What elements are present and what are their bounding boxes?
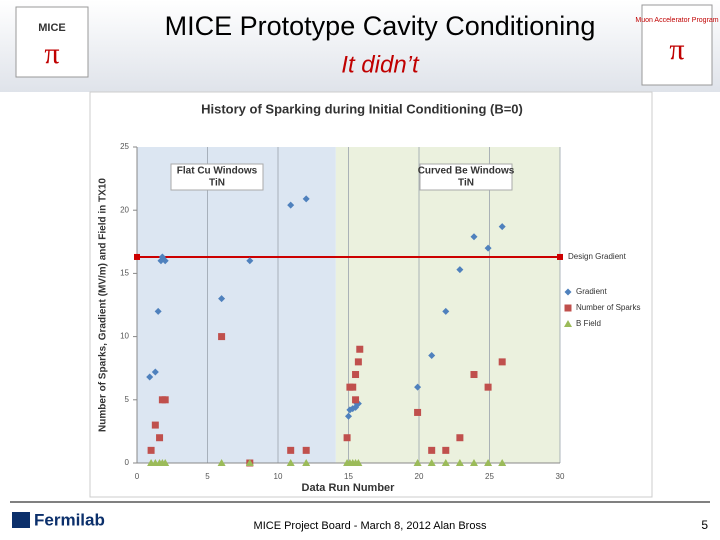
x-tick-label: 5 [205, 472, 210, 481]
point [161, 459, 170, 466]
x-tick-label: 30 [556, 472, 565, 481]
point [442, 307, 450, 315]
point [246, 257, 254, 265]
point [161, 257, 169, 265]
point [441, 459, 450, 466]
point [428, 446, 436, 454]
point [470, 233, 478, 241]
point [455, 459, 464, 466]
legend-marker [564, 320, 572, 327]
y-tick-label: 0 [125, 458, 130, 467]
point [354, 459, 363, 466]
x-tick-label: 15 [344, 472, 353, 481]
point [151, 368, 159, 376]
point [356, 345, 364, 353]
legend-label: Gradient [576, 287, 607, 296]
region [137, 147, 336, 463]
point [156, 434, 164, 442]
region-label: TiN [209, 178, 225, 189]
point [484, 459, 493, 466]
point [414, 383, 422, 391]
legend-marker [564, 304, 572, 312]
y-tick-label: 10 [120, 332, 129, 341]
region-label: Curved Be Windows [418, 166, 515, 177]
point [442, 446, 450, 454]
point [154, 307, 162, 315]
region-label: TiN [458, 178, 474, 189]
point [427, 459, 436, 466]
logo-left [15, 6, 89, 78]
legend-label: Number of Sparks [576, 303, 640, 312]
reference-end [134, 253, 140, 260]
point [428, 352, 436, 360]
region-label: Flat Cu Windows [177, 166, 258, 177]
point [354, 358, 362, 366]
point [287, 201, 295, 209]
point [151, 421, 159, 429]
y-tick-label: 15 [120, 269, 129, 278]
y-tick-label: 5 [125, 395, 130, 404]
region-label-box [419, 163, 513, 191]
point [352, 396, 360, 404]
point [343, 434, 351, 442]
x-tick-label: 20 [415, 472, 424, 481]
point [498, 223, 506, 231]
chart-title: History of Sparking during Initial Condi… [201, 101, 523, 116]
point [456, 266, 464, 274]
point [146, 373, 154, 381]
y-tick-label: 20 [120, 205, 129, 214]
point [352, 371, 360, 379]
point [147, 446, 155, 454]
point [218, 295, 226, 303]
logo-right [641, 4, 713, 86]
point [484, 383, 492, 391]
point [414, 408, 422, 416]
region [335, 147, 560, 463]
point [498, 459, 507, 466]
reference-end [557, 253, 563, 260]
point [218, 333, 226, 341]
point [287, 446, 295, 454]
point [484, 244, 492, 252]
footer-text: MICE Project Board - March 8, 2012 Alan … [254, 520, 487, 532]
y-axis-label: Number of Sparks, Gradient (MV/m) and Fi… [98, 178, 109, 432]
logo-right-text: Muon Accelerator Program [635, 17, 718, 24]
fermilab-icon [12, 512, 30, 528]
point [349, 383, 357, 391]
point [413, 459, 422, 466]
point [217, 459, 226, 466]
region-label-box [170, 163, 264, 191]
point [302, 459, 311, 466]
point [456, 434, 464, 442]
x-tick-label: 0 [135, 472, 140, 481]
slide-title: MICE Prototype Cavity Conditioning [165, 11, 596, 41]
point [245, 459, 254, 466]
point [302, 195, 310, 203]
logo-right-symbol: π [669, 33, 684, 66]
point [470, 371, 478, 379]
header-band [0, 0, 720, 92]
x-axis-label: Data Run Number [302, 482, 396, 494]
legend-marker [564, 288, 572, 296]
x-tick-label: 25 [485, 472, 494, 481]
point [286, 459, 295, 466]
logo-left-text: MICE [38, 22, 66, 34]
x-tick-label: 10 [274, 472, 283, 481]
footer-logo: Fermilab [34, 510, 105, 529]
point [161, 396, 169, 404]
y-tick-label: 25 [120, 142, 129, 151]
logo-left-symbol: π [44, 37, 59, 70]
slide-subtitle: It didn’t [341, 51, 420, 78]
point [345, 412, 352, 420]
legend-label: B Field [576, 319, 601, 328]
point [157, 257, 165, 265]
point [498, 358, 506, 366]
reference-label: Design Gradient [568, 252, 627, 261]
page-number: 5 [701, 518, 708, 532]
point [302, 446, 310, 454]
point [469, 459, 478, 466]
